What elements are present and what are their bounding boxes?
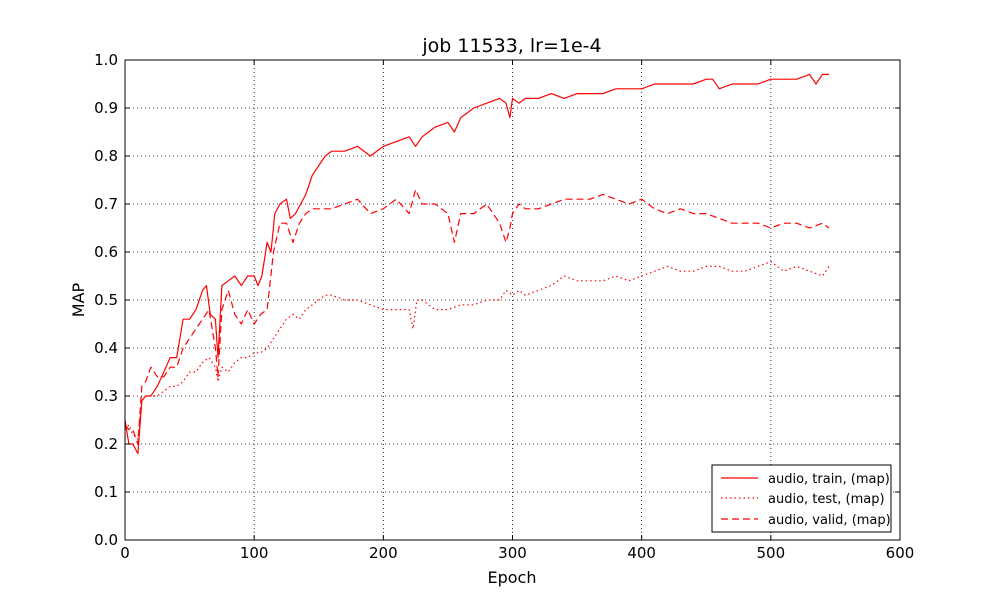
legend-label-train: audio, train, (map) <box>768 472 890 487</box>
y-tick-label: 0.4 <box>94 339 118 357</box>
x-axis-label: Epoch <box>488 568 537 587</box>
y-tick-label: 0.1 <box>94 483 118 501</box>
series-line-dotted <box>124 261 830 440</box>
x-tick-label: 300 <box>498 544 527 562</box>
grid-lines <box>125 60 900 540</box>
series-line-solid <box>124 73 829 455</box>
legend-label-valid: audio, valid, (map) <box>768 513 891 528</box>
series-layer <box>124 73 830 455</box>
y-tick-label: 0.3 <box>94 387 118 405</box>
y-tick-label: 1.0 <box>94 51 118 69</box>
chart-title: job 11533, lr=1e-4 <box>421 35 601 57</box>
tick-labels: 0 100 200 300 400 500 600 0.0 0.1 0.2 0.3 0.4 0.5 0.6… <box>94 51 914 562</box>
y-tick-label: 0.0 <box>94 531 118 549</box>
y-axis-label: MAP <box>69 282 88 317</box>
y-tick-label: 0.6 <box>94 243 118 261</box>
tick-marks <box>124 59 901 541</box>
y-tick-label: 0.5 <box>94 291 118 309</box>
x-tick-label: 0 <box>120 544 130 562</box>
y-tick-label: 0.9 <box>94 99 118 117</box>
legend-box <box>711 464 892 533</box>
y-tick-label: 0.8 <box>94 147 118 165</box>
y-tick-label: 0.7 <box>94 195 118 213</box>
x-tick-label: 500 <box>757 544 786 562</box>
x-tick-label: 600 <box>886 544 915 562</box>
x-tick-label: 200 <box>369 544 398 562</box>
x-tick-label: 400 <box>627 544 656 562</box>
legend: audio, train, (map) audio, test, (map) a… <box>711 464 892 533</box>
x-tick-label: 100 <box>240 544 269 562</box>
legend-label-test: audio, test, (map) <box>768 492 885 507</box>
y-tick-label: 0.2 <box>94 435 118 453</box>
